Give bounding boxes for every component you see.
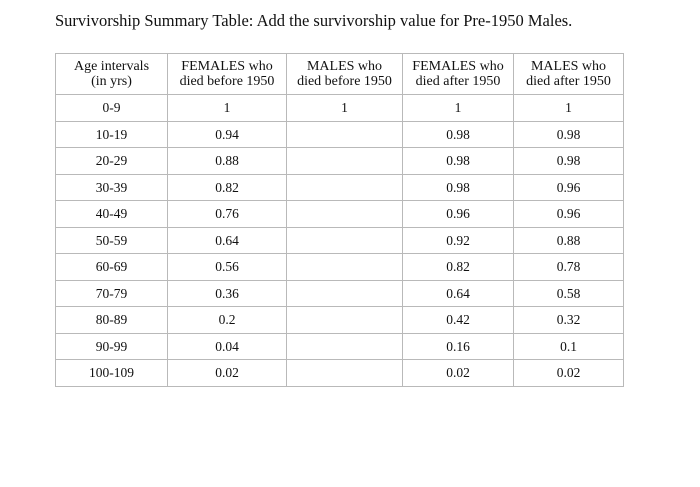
age-interval-cell: 100-109: [55, 359, 168, 387]
header-line: FEMALES who: [412, 59, 504, 74]
header-age-intervals: Age intervals (in yrs): [55, 53, 168, 95]
males-after-1950-cell: 0.98: [513, 147, 624, 175]
males-before-1950-cell: [286, 173, 403, 201]
males-before-1950-cell: [286, 359, 403, 387]
table-row: 50-59 0.64 0.92 0.88: [55, 226, 624, 254]
header-females-after-1950: FEMALES who died after 1950: [402, 53, 514, 95]
age-interval-cell: 80-89: [55, 306, 168, 334]
females-before-1950-cell: 0.36: [167, 279, 287, 307]
header-line: (in yrs): [91, 74, 132, 89]
females-after-1950-cell: 0.02: [402, 359, 514, 387]
males-after-1950-cell: 0.78: [513, 253, 624, 281]
males-before-1950-cell: [286, 120, 403, 148]
header-line: died before 1950: [297, 74, 392, 89]
header-females-before-1950: FEMALES who died before 1950: [167, 53, 287, 95]
table-row: 70-79 0.36 0.64 0.58: [55, 279, 624, 307]
females-after-1950-cell: 0.96: [402, 200, 514, 228]
females-after-1950-cell: 0.42: [402, 306, 514, 334]
males-before-1950-cell: 1: [286, 94, 403, 122]
header-line: died after 1950: [526, 74, 611, 89]
table-row: 30-39 0.82 0.98 0.96: [55, 173, 624, 201]
females-before-1950-cell: 0.2: [167, 306, 287, 334]
males-after-1950-cell: 0.02: [513, 359, 624, 387]
age-interval-cell: 70-79: [55, 279, 168, 307]
females-before-1950-cell: 0.82: [167, 173, 287, 201]
females-after-1950-cell: 0.92: [402, 226, 514, 254]
header-line: MALES who: [530, 59, 607, 74]
survivorship-table: Age intervals (in yrs) FEMALES who died …: [55, 53, 624, 387]
table-row: 0-9 1 1 1 1: [55, 94, 624, 122]
females-before-1950-cell: 0.76: [167, 200, 287, 228]
females-after-1950-cell: 0.98: [402, 120, 514, 148]
age-interval-cell: 60-69: [55, 253, 168, 281]
page-title: Survivorship Summary Table: Add the surv…: [55, 11, 573, 30]
age-interval-cell: 50-59: [55, 226, 168, 254]
males-after-1950-cell: 0.32: [513, 306, 624, 334]
table-row: 80-89 0.2 0.42 0.32: [55, 306, 624, 334]
males-before-1950-cell: [286, 226, 403, 254]
header-line: FEMALES who: [181, 59, 273, 74]
females-before-1950-cell: 0.04: [167, 332, 287, 360]
males-before-1950-cell: [286, 147, 403, 175]
header-males-before-1950: MALES who died before 1950: [286, 53, 403, 95]
females-after-1950-cell: 0.98: [402, 173, 514, 201]
females-before-1950-cell: 0.94: [167, 120, 287, 148]
females-after-1950-cell: 0.82: [402, 253, 514, 281]
males-after-1950-cell: 0.1: [513, 332, 624, 360]
females-before-1950-cell: 1: [167, 94, 287, 122]
males-before-1950-cell: [286, 306, 403, 334]
age-interval-cell: 30-39: [55, 173, 168, 201]
age-interval-cell: 20-29: [55, 147, 168, 175]
table-row: 60-69 0.56 0.82 0.78: [55, 253, 624, 281]
males-after-1950-cell: 0.96: [513, 173, 624, 201]
males-after-1950-cell: 0.98: [513, 120, 624, 148]
table-row: 10-19 0.94 0.98 0.98: [55, 120, 624, 148]
header-line: MALES who: [306, 59, 383, 74]
males-after-1950-cell: 0.88: [513, 226, 624, 254]
header-line: died before 1950: [179, 74, 275, 89]
age-interval-cell: 40-49: [55, 200, 168, 228]
age-interval-cell: 90-99: [55, 332, 168, 360]
males-after-1950-cell: 1: [513, 94, 624, 122]
males-before-1950-cell: [286, 253, 403, 281]
females-before-1950-cell: 0.64: [167, 226, 287, 254]
females-before-1950-cell: 0.56: [167, 253, 287, 281]
males-before-1950-cell: [286, 332, 403, 360]
females-after-1950-cell: 1: [402, 94, 514, 122]
age-interval-cell: 10-19: [55, 120, 168, 148]
males-before-1950-cell: [286, 200, 403, 228]
females-after-1950-cell: 0.16: [402, 332, 514, 360]
females-before-1950-cell: 0.02: [167, 359, 287, 387]
header-line: Age intervals: [73, 59, 150, 74]
males-before-1950-cell: [286, 279, 403, 307]
females-before-1950-cell: 0.88: [167, 147, 287, 175]
females-after-1950-cell: 0.98: [402, 147, 514, 175]
males-after-1950-cell: 0.58: [513, 279, 624, 307]
table-row: 90-99 0.04 0.16 0.1: [55, 332, 624, 360]
age-interval-cell: 0-9: [55, 94, 168, 122]
table-row: 20-29 0.88 0.98 0.98: [55, 147, 624, 175]
table-row: 100-109 0.02 0.02 0.02: [55, 359, 624, 387]
females-after-1950-cell: 0.64: [402, 279, 514, 307]
header-line: died after 1950: [415, 74, 501, 89]
table-row: 40-49 0.76 0.96 0.96: [55, 200, 624, 228]
header-males-after-1950: MALES who died after 1950: [513, 53, 624, 95]
table-header-row: Age intervals (in yrs) FEMALES who died …: [55, 53, 624, 95]
males-after-1950-cell: 0.96: [513, 200, 624, 228]
